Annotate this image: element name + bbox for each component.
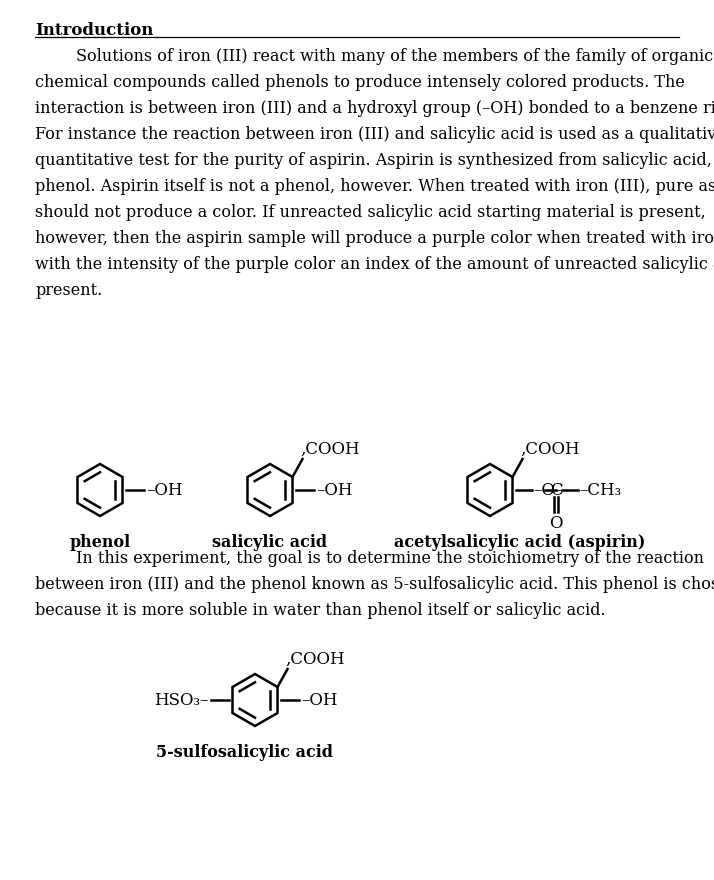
Text: –OH: –OH [316,481,353,498]
Text: with the intensity of the purple color an index of the amount of unreacted salic: with the intensity of the purple color a… [35,256,714,273]
Text: should not produce a color. If unreacted salicylic acid starting material is pre: should not produce a color. If unreacted… [35,204,705,221]
Text: phenol. Aspirin itself is not a phenol, however. When treated with iron (III), p: phenol. Aspirin itself is not a phenol, … [35,178,714,195]
Text: salicylic acid: salicylic acid [213,534,328,551]
Text: ,COOH: ,COOH [301,441,360,458]
Text: acetylsalicylic acid (aspirin): acetylsalicylic acid (aspirin) [394,534,645,551]
Text: chemical compounds called phenols to produce intensely colored products. The: chemical compounds called phenols to pro… [35,74,685,91]
Text: C: C [550,481,563,498]
Text: –CH₃: –CH₃ [579,481,621,498]
Text: present.: present. [35,282,102,299]
Text: –OH: –OH [146,481,183,498]
Text: HSO₃–: HSO₃– [154,692,209,708]
Text: Introduction: Introduction [35,22,154,39]
Text: interaction is between iron (III) and a hydroxyl group (–OH) bonded to a benzene: interaction is between iron (III) and a … [35,100,714,117]
Text: –O–: –O– [533,481,563,498]
Text: quantitative test for the purity of aspirin. Aspirin is synthesized from salicyl: quantitative test for the purity of aspi… [35,152,714,169]
Text: O: O [549,515,563,532]
Text: In this experiment, the goal is to determine the stoichiometry of the reaction: In this experiment, the goal is to deter… [35,550,704,567]
Text: ,COOH: ,COOH [286,651,345,668]
Text: 5-sulfosalicylic acid: 5-sulfosalicylic acid [156,744,333,761]
Text: between iron (III) and the phenol known as 5-sulfosalicylic acid. This phenol is: between iron (III) and the phenol known … [35,576,714,593]
Text: –OH: –OH [301,692,338,708]
Text: because it is more soluble in water than phenol itself or salicylic acid.: because it is more soluble in water than… [35,602,605,619]
Text: however, then the aspirin sample will produce a purple color when treated with i: however, then the aspirin sample will pr… [35,230,714,247]
Text: ,COOH: ,COOH [521,441,580,458]
Text: Solutions of iron (III) react with many of the members of the family of organic: Solutions of iron (III) react with many … [35,48,713,65]
Text: phenol: phenol [69,534,131,551]
Text: For instance the reaction between iron (III) and salicylic acid is used as a qua: For instance the reaction between iron (… [35,126,714,143]
